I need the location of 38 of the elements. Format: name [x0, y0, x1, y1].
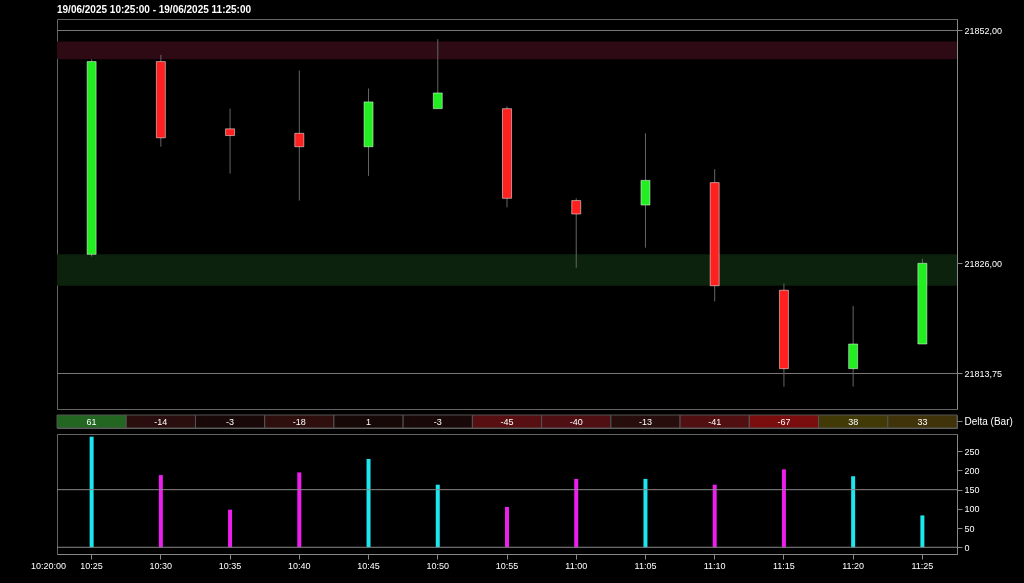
x-tick-label: 11:10	[703, 560, 726, 571]
y-tick-label: 21852,00	[964, 25, 1003, 36]
x-tick-label: 11:00	[565, 560, 588, 571]
x-tick-label: 10:50	[426, 560, 450, 571]
x-tick-label: 11:15	[772, 560, 795, 571]
x-tick-label: 10:45	[357, 560, 380, 571]
data-label: -67	[777, 416, 791, 427]
x-tick-label: 11:25	[911, 560, 934, 571]
x-tick-label: 10:25	[80, 560, 103, 571]
data-label: -18	[292, 416, 306, 427]
data-label: -3	[433, 416, 442, 427]
y-tick-label: 21826,00	[964, 258, 1003, 269]
chart-title: 19/06/2025 10:25:00 - 19/06/2025 11:25:00	[57, 4, 252, 15]
data-label: 61	[86, 416, 97, 427]
data-label: -45	[500, 416, 514, 427]
data-label: -40	[569, 416, 583, 427]
x-tick-label: 10:30	[149, 560, 173, 571]
y-tick-label: 250	[964, 446, 980, 457]
data-label: 1	[366, 416, 372, 427]
data-label: 33	[917, 416, 928, 427]
y-tick-label: Delta (Bar)	[964, 415, 1013, 427]
x-tick-label: 11:05	[634, 560, 657, 571]
x-tick-label: 10:55	[495, 560, 519, 571]
data-label: -41	[708, 416, 722, 427]
y-tick-label: 50	[964, 523, 975, 534]
y-tick-label: 21813,75	[964, 368, 1003, 379]
y-tick-label: 200	[964, 465, 980, 476]
data-label: -14	[154, 416, 168, 427]
x-tick-label: 10:40	[288, 560, 311, 571]
data-label: 38	[848, 416, 859, 427]
data-label: -13	[638, 416, 652, 427]
y-tick-label: 0	[964, 542, 970, 553]
x-tick-label: 11:20	[842, 560, 865, 571]
x-tick-label: 10:35	[218, 560, 242, 571]
text: 10:20:00	[31, 561, 67, 571]
y-tick-label: 150	[964, 485, 980, 496]
data-label: -3	[226, 416, 235, 427]
y-tick-label: 100	[964, 504, 980, 515]
